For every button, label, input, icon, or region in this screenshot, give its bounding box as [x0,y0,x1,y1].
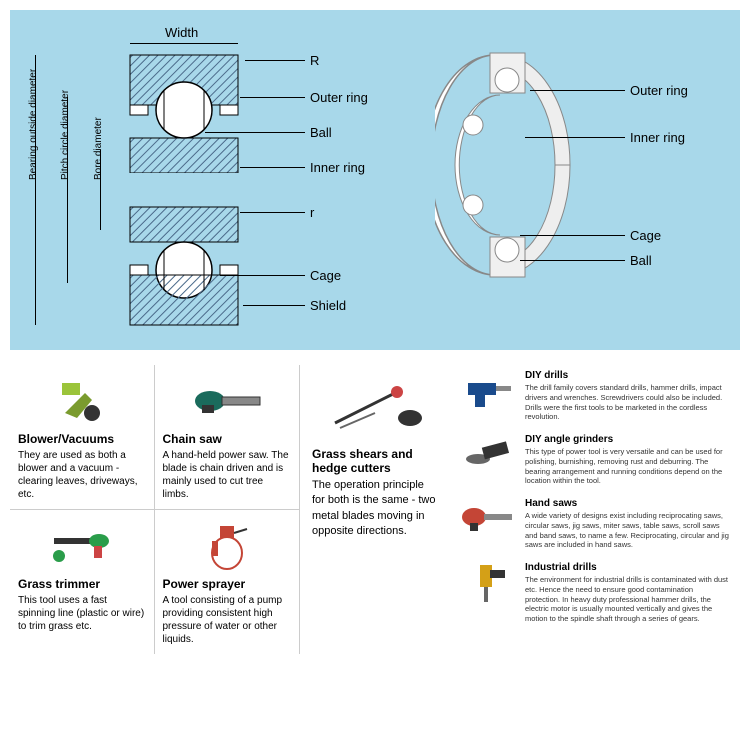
label-width: Width [165,25,198,40]
tool-title: Blower/Vacuums [18,432,146,446]
tool-row-title: Industrial drills [525,562,730,573]
cross-section-diagram: Bearing outside diameter Pitch circle di… [25,25,405,335]
label-r-upper: R [310,53,319,68]
tool-desc: The operation principle for both is the … [312,478,438,540]
bearing-3d-diagram: Outer ring Inner ring Cage Ball [435,25,715,335]
tool-title: Grass shears and hedge cutters [312,447,438,475]
tools-section: Blower/Vacuums They are used as both a b… [0,360,750,659]
sprayer-icon [163,518,292,573]
tool-blower: Blower/Vacuums They are used as both a b… [10,365,155,510]
tool-sprayer: Power sprayer A tool consisting of a pum… [155,510,300,654]
label-bearing-od: Bearing outside diameter [28,69,39,180]
tool-list-column: DIY drills The drill family covers standa… [450,365,740,654]
tool-desc: A tool consisting of a pump providing co… [163,594,292,646]
tool-trimmer: Grass trimmer This tool uses a fast spin… [10,510,155,654]
tool-row-handsaws: Hand saws A wide variety of designs exist… [460,498,730,550]
tool-row-title: Hand saws [525,498,730,509]
grinder-icon [460,434,515,474]
label-3d-inner-ring: Inner ring [630,130,685,145]
tool-row-desc: The environment for industrial drills is… [525,575,730,624]
label-3d-outer-ring: Outer ring [630,83,688,98]
trimmer-icon [18,518,146,573]
tool-row-desc: This type of power tool is very versatil… [525,447,730,486]
shears-icon [312,373,438,443]
label-cage: Cage [310,268,341,283]
label-bore-d: Bore diameter [93,117,104,180]
label-ball: Ball [310,125,332,140]
tool-desc: They are used as both a blower and a vac… [18,449,146,501]
drill-icon [460,370,515,410]
tool-row-industrial: Industrial drills The environment for ind… [460,562,730,624]
tool-row-desc: A wide variety of designs exist includin… [525,511,730,550]
tool-mid-column: Grass shears and hedge cutters The opera… [300,365,450,654]
tool-title: Power sprayer [163,577,292,591]
tool-title: Grass trimmer [18,577,146,591]
tool-title: Chain saw [163,432,292,446]
tool-chainsaw: Chain saw A hand-held power saw. The bla… [155,365,300,510]
label-outer-ring: Outer ring [310,90,368,105]
label-pitch-cd: Pitch circle diameter [60,90,71,180]
chainsaw-icon [163,373,292,428]
blower-icon [18,373,146,428]
tool-desc: A hand-held power saw. The blade is chai… [163,449,292,501]
tool-row-grinders: DIY angle grinders This type of power too… [460,434,730,486]
tool-row-title: DIY drills [525,370,730,381]
bearing-diagram-panel: Bearing outside diameter Pitch circle di… [10,10,740,350]
tool-row-desc: The drill family covers standard drills,… [525,383,730,422]
industrial-drill-icon [460,562,515,602]
label-3d-cage: Cage [630,228,661,243]
tool-grid: Blower/Vacuums They are used as both a b… [10,365,300,654]
bearing-3d-svg [435,25,635,305]
label-shield: Shield [310,298,346,313]
label-inner-ring: Inner ring [310,160,365,175]
tool-desc: This tool uses a fast spinning line (pla… [18,594,146,633]
tool-row-title: DIY angle grinders [525,434,730,445]
bearing-cross-section-svg [120,50,250,330]
handsaw-icon [460,498,515,538]
tool-row-drills: DIY drills The drill family covers standa… [460,370,730,422]
label-3d-ball: Ball [630,253,652,268]
label-r-lower: r [310,205,314,220]
